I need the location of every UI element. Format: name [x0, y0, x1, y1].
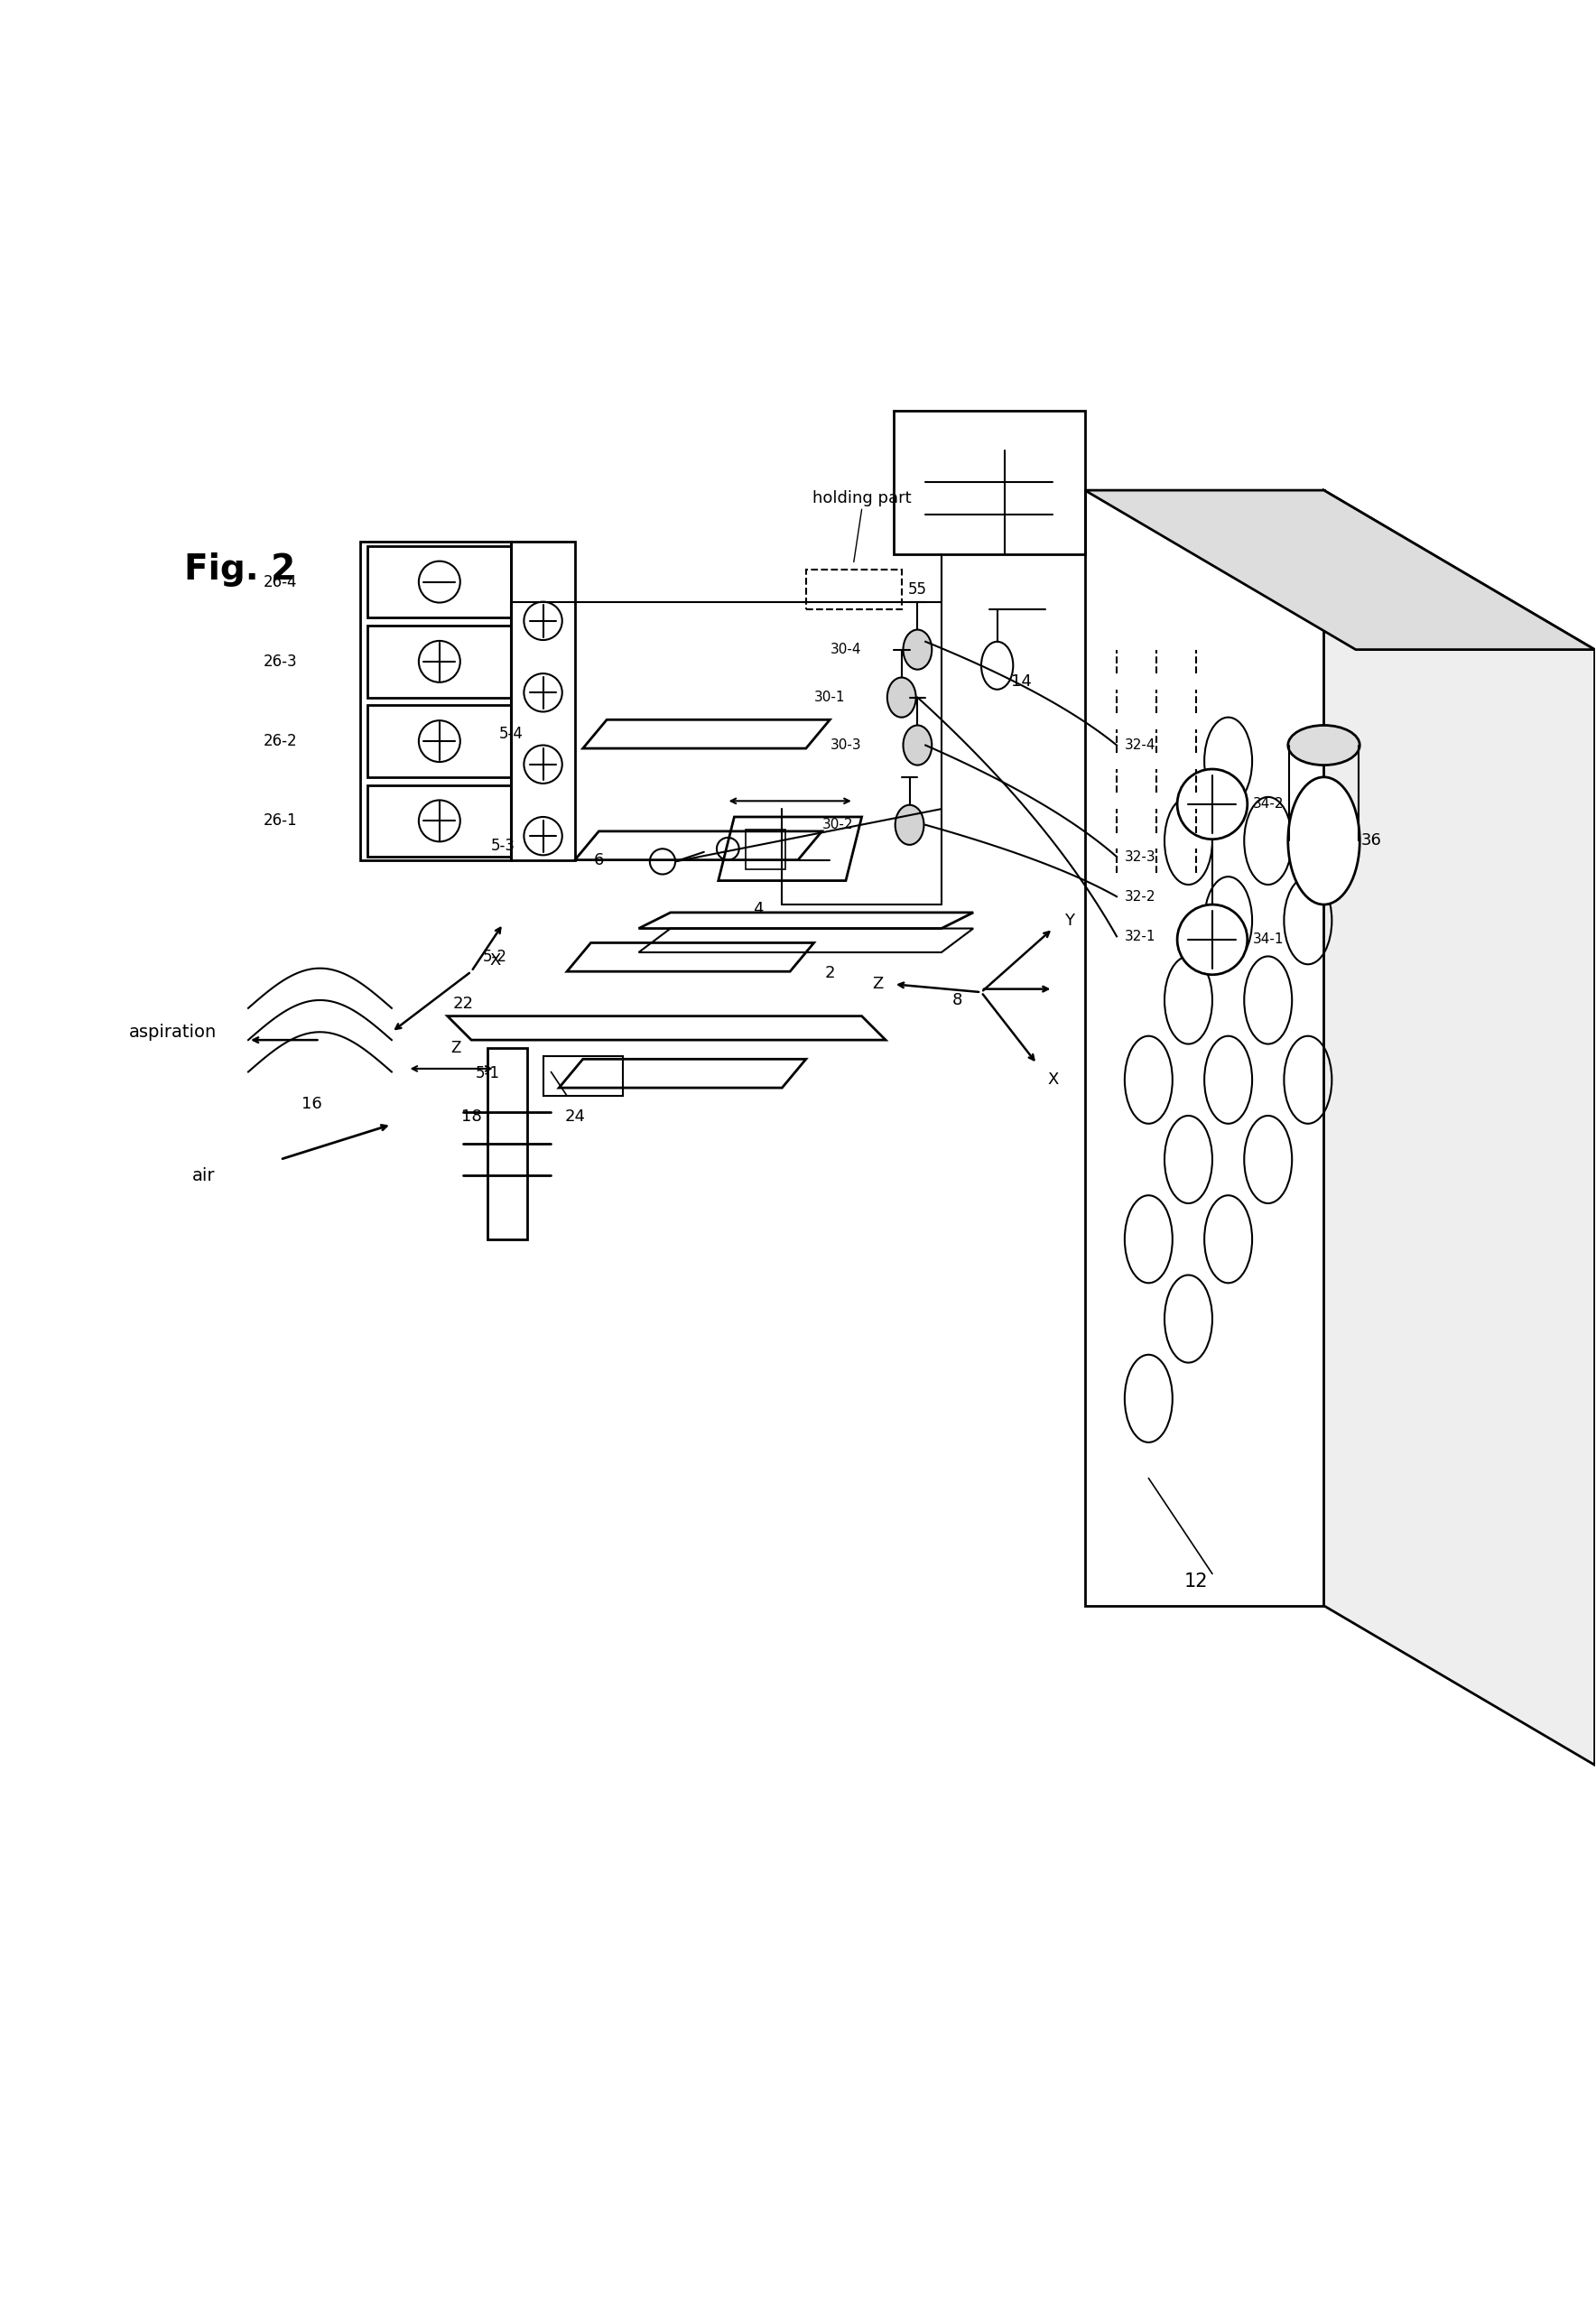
Text: 5-2: 5-2 — [484, 948, 508, 965]
Text: air: air — [193, 1166, 215, 1185]
Text: 26-2: 26-2 — [263, 733, 297, 749]
Bar — [359, 540, 511, 860]
Text: 26-4: 26-4 — [263, 573, 297, 589]
Text: 5-3: 5-3 — [492, 837, 516, 853]
Text: X: X — [490, 953, 501, 969]
Bar — [543, 1055, 622, 1097]
Text: 55: 55 — [908, 582, 927, 598]
Text: 16: 16 — [302, 1095, 322, 1111]
Text: 26-3: 26-3 — [263, 654, 297, 670]
Text: 34-2: 34-2 — [1253, 798, 1283, 812]
Bar — [745, 830, 785, 870]
Text: 30-4: 30-4 — [830, 642, 862, 656]
Text: Z: Z — [450, 1039, 461, 1055]
Text: 26-1: 26-1 — [263, 812, 297, 828]
Text: 5-1: 5-1 — [476, 1064, 500, 1081]
Text: 32-1: 32-1 — [1125, 930, 1156, 944]
Ellipse shape — [1288, 726, 1360, 765]
Text: 24: 24 — [565, 1108, 586, 1125]
Bar — [367, 786, 511, 856]
Text: X: X — [1047, 1071, 1058, 1088]
Text: 32-2: 32-2 — [1125, 890, 1156, 904]
Ellipse shape — [903, 631, 932, 670]
Ellipse shape — [982, 642, 1013, 689]
Bar — [367, 705, 511, 777]
Text: 30-3: 30-3 — [830, 737, 862, 751]
Text: 18: 18 — [461, 1108, 482, 1125]
Text: holding part: holding part — [812, 489, 911, 506]
Text: 4: 4 — [753, 902, 763, 918]
Polygon shape — [1323, 489, 1594, 1765]
Polygon shape — [487, 1048, 527, 1238]
Text: 22: 22 — [453, 995, 474, 1011]
Text: Z: Z — [871, 976, 883, 993]
Bar — [511, 540, 575, 860]
Text: 8: 8 — [953, 993, 962, 1009]
Polygon shape — [447, 1016, 886, 1039]
Text: Y: Y — [1065, 911, 1074, 928]
Bar — [367, 626, 511, 698]
Ellipse shape — [887, 677, 916, 717]
Text: 30-1: 30-1 — [814, 691, 846, 705]
Circle shape — [1178, 770, 1248, 839]
Text: 6: 6 — [594, 851, 603, 867]
Bar — [894, 410, 1085, 554]
Text: 12: 12 — [1184, 1572, 1208, 1591]
Text: 32-3: 32-3 — [1125, 851, 1156, 863]
Ellipse shape — [903, 726, 932, 765]
Ellipse shape — [895, 805, 924, 844]
Bar — [367, 545, 511, 617]
Bar — [806, 570, 902, 610]
Text: 36: 36 — [1361, 833, 1382, 849]
Text: 34-1: 34-1 — [1253, 932, 1283, 946]
Polygon shape — [1085, 489, 1594, 649]
Text: 2: 2 — [825, 965, 835, 981]
Text: 30-2: 30-2 — [822, 819, 854, 833]
Text: aspiration: aspiration — [129, 1023, 217, 1041]
Circle shape — [1178, 904, 1248, 974]
Text: 5-4: 5-4 — [500, 726, 523, 742]
Ellipse shape — [1288, 777, 1360, 904]
Polygon shape — [1085, 489, 1323, 1605]
Text: 32-4: 32-4 — [1125, 737, 1156, 751]
Text: Fig. 2: Fig. 2 — [185, 552, 295, 587]
Text: 14: 14 — [1010, 673, 1031, 689]
